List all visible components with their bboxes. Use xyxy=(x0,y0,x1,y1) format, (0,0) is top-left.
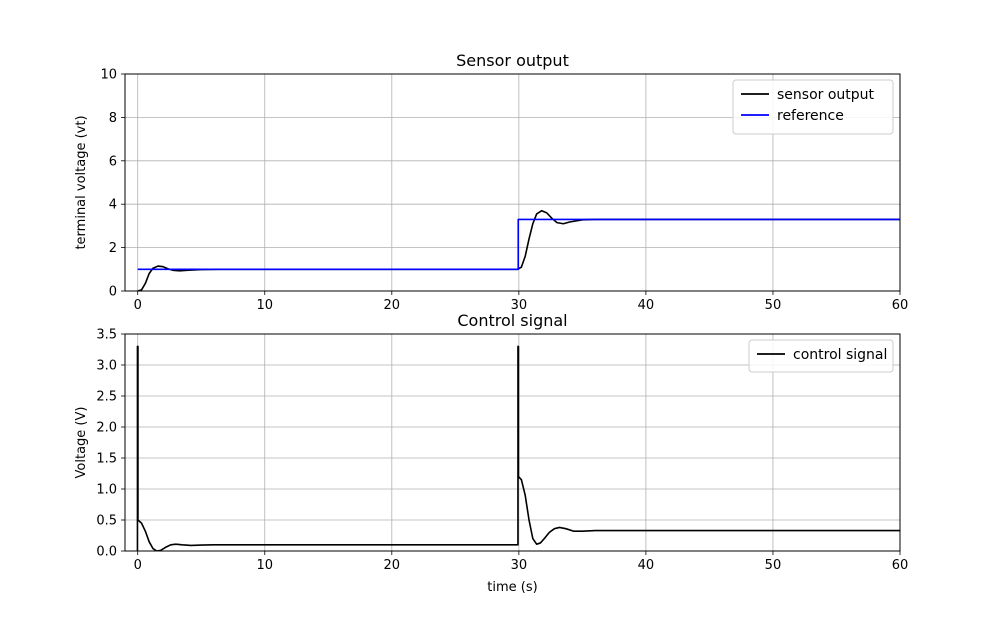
y-tick-label: 10 xyxy=(100,68,117,83)
y-tick-label: 0 xyxy=(109,285,117,300)
y-tick-label: 2 xyxy=(109,241,117,256)
legend-box xyxy=(748,339,894,373)
y-tick-label: 2.0 xyxy=(96,421,117,436)
series-line-sensor-output xyxy=(137,209,900,291)
y-tick-label: 0.5 xyxy=(96,514,117,529)
x-tick-label: 0 xyxy=(134,558,142,573)
y-tick-label: 2.5 xyxy=(96,390,117,405)
y-tick-label: 4 xyxy=(109,198,117,213)
legend: sensor output reference xyxy=(732,79,894,135)
legend-label: sensor output xyxy=(777,87,875,103)
chart-title: Control signal xyxy=(457,311,567,330)
sensor-output-subplot: 0 10 20 30 40 50 60 0 2 4 6 8 10 Sensor output termina… xyxy=(74,51,908,313)
x-tick-label: 60 xyxy=(892,298,909,313)
x-axis-label: time (s) xyxy=(487,580,537,595)
axes-frame xyxy=(124,73,901,292)
legend-label: reference xyxy=(777,108,844,124)
chart-title: Sensor output xyxy=(456,51,569,70)
x-tick-label: 30 xyxy=(511,298,528,313)
y-axis-label: Voltage (V) xyxy=(74,407,89,479)
x-tick-label: 40 xyxy=(638,298,655,313)
x-tick-label: 20 xyxy=(384,558,401,573)
x-tick-label: 40 xyxy=(638,558,655,573)
y-tick-label: 1.0 xyxy=(96,483,117,498)
x-tick-label: 20 xyxy=(384,298,401,313)
x-tick-label: 0 xyxy=(134,298,142,313)
series-line-reference xyxy=(137,218,900,271)
y-tick-label: 8 xyxy=(109,111,117,126)
control-signal-subplot: 0 10 20 30 40 50 60 0.0 0.5 1.0 1.5 2.0 2.5 3.0 3.5 Con… xyxy=(74,311,908,595)
legend-box xyxy=(732,79,894,135)
x-tick-label: 10 xyxy=(256,298,273,313)
y-tick-label: 3.5 xyxy=(96,328,117,343)
legend-label: control signal xyxy=(793,347,887,363)
y-tick-label: 6 xyxy=(109,154,117,169)
legend: control signal xyxy=(748,339,894,373)
axes-frame xyxy=(124,333,901,552)
series-line-control-signal xyxy=(136,345,900,551)
x-tick-label: 60 xyxy=(892,558,909,573)
x-tick-label: 50 xyxy=(765,558,782,573)
y-tick-label: 3.0 xyxy=(96,359,117,374)
x-tick-label: 50 xyxy=(765,298,782,313)
x-tick-label: 30 xyxy=(511,558,528,573)
y-tick-label: 1.5 xyxy=(96,452,117,467)
y-axis-label: terminal voltage (vt) xyxy=(74,115,89,249)
x-tick-label: 10 xyxy=(256,558,273,573)
y-tick-label: 0.0 xyxy=(96,545,117,560)
